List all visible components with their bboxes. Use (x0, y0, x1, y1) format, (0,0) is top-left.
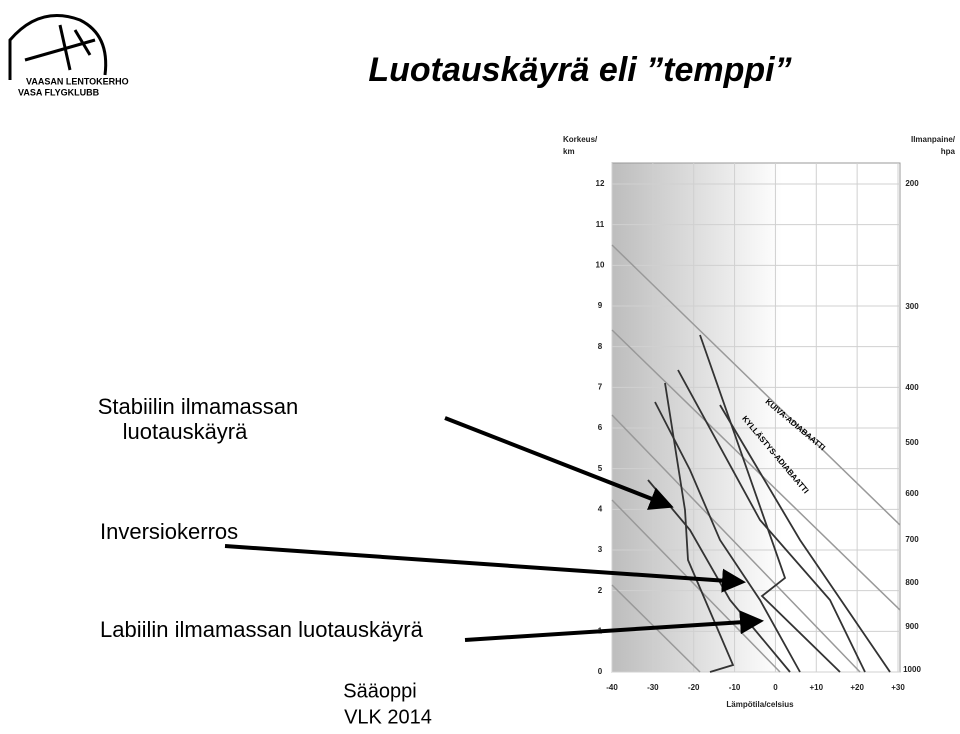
right-tick-label: 300 (905, 302, 919, 311)
footer: VLK 2014 (344, 706, 432, 728)
axis-title: Ilmanpaine/ (911, 135, 956, 144)
right-tick-label: 200 (905, 179, 919, 188)
left-tick-label: 2 (598, 586, 603, 595)
axis-title: Korkeus/ (563, 135, 598, 144)
bottom-tick-label: -20 (688, 683, 700, 692)
bottom-tick-label: +20 (850, 683, 864, 692)
right-tick-label: 1000 (903, 665, 921, 674)
left-tick-label: 5 (598, 464, 603, 473)
right-tick-label: 600 (905, 489, 919, 498)
left-tick-label: 4 (598, 504, 603, 513)
left-tick-label: 6 (598, 423, 603, 432)
title: Luotauskäyrä eli ”temppi” (368, 51, 791, 89)
label: Inversiokerros (100, 519, 238, 544)
right-tick-label: 400 (905, 383, 919, 392)
axis-title: hpa (941, 147, 956, 156)
diagram: KUIVA-ADIABAATTI KYLLÄSTYS-ADIABAATTI Ko… (563, 135, 956, 709)
left-tick-label: 10 (596, 260, 605, 269)
right-tick-label: 700 (905, 535, 919, 544)
left-tick-label: 3 (598, 545, 603, 554)
axis-title: km (563, 147, 575, 156)
axis-title: Lämpötila/celsius (726, 700, 794, 709)
right-tick-label: 900 (905, 622, 919, 631)
logo-text: VASA FLYGKLUBB (18, 87, 100, 97)
left-tick-label: 0 (598, 667, 603, 676)
label: luotauskäyrä (123, 419, 249, 444)
left-tick-label: 11 (596, 220, 605, 229)
bottom-tick-label: 0 (773, 683, 778, 692)
bottom-tick-label: +10 (809, 683, 823, 692)
left-tick-label: 7 (598, 382, 603, 391)
left-tick-label: 8 (598, 342, 603, 351)
logo: VAASAN LENTOKERHO VASA FLYGKLUBB (8, 14, 129, 97)
bottom-tick-label: -30 (647, 683, 659, 692)
label: Stabiilin ilmamassan (98, 394, 299, 419)
bottom-tick-label: -10 (729, 683, 741, 692)
logo-text: VAASAN LENTOKERHO (26, 76, 129, 86)
left-tick-label: 12 (596, 179, 605, 188)
arrows (224, 416, 764, 642)
bottom-tick-label: +30 (891, 683, 905, 692)
bottom-tick-label: -40 (606, 683, 618, 692)
label: Labiilin ilmamassan luotauskäyrä (100, 617, 424, 642)
left-tick-label: 9 (598, 301, 603, 310)
right-tick-label: 500 (905, 438, 919, 447)
dry-adiabats (611, 244, 901, 673)
footer: Sääoppi (343, 680, 416, 702)
right-tick-label: 800 (905, 578, 919, 587)
